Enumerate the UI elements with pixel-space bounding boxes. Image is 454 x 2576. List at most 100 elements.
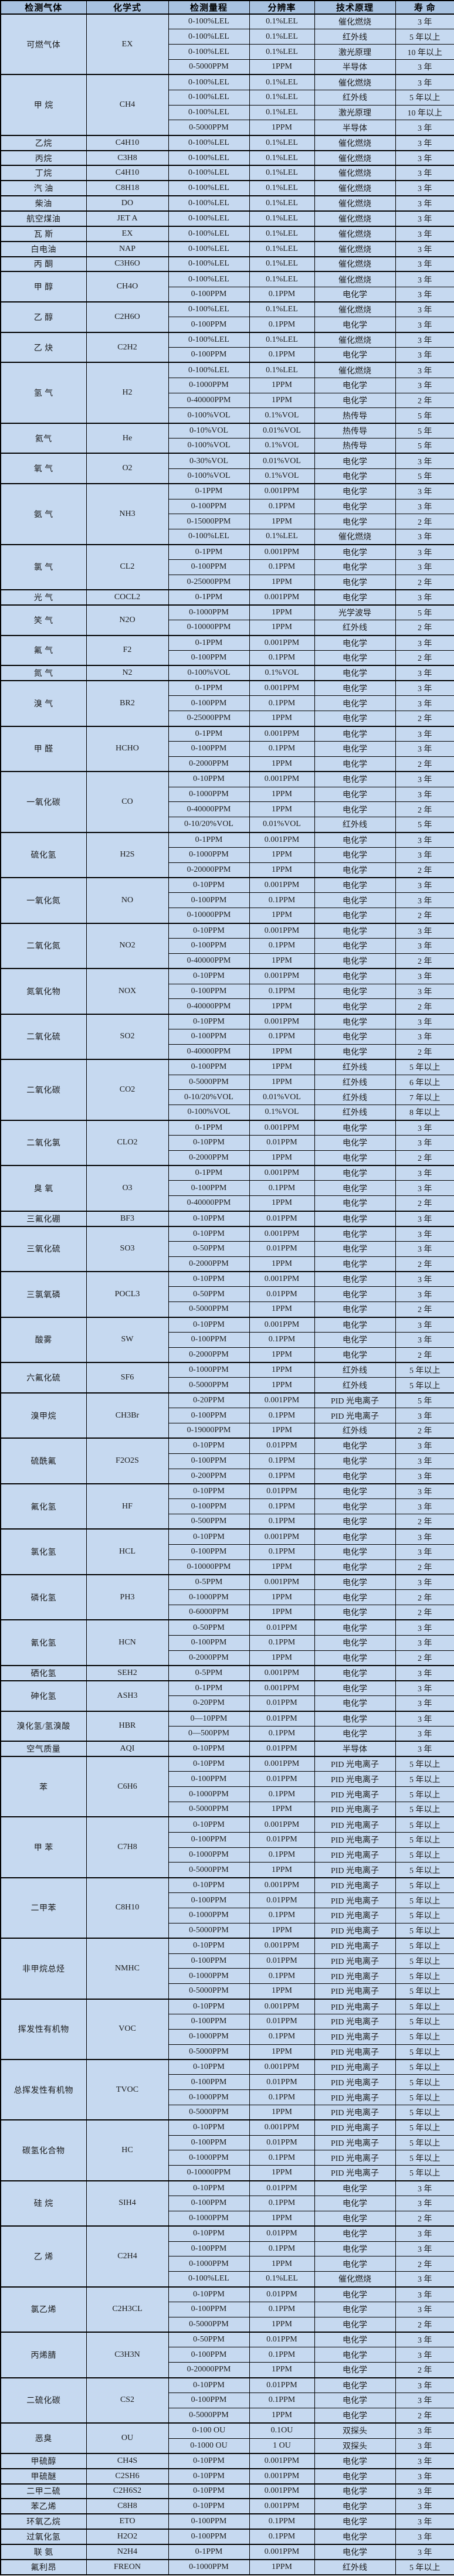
principle-cell: 催化燃烧 <box>314 362 396 378</box>
table-row: 0-5000PPM 1PPM PID 光电离子 5 年以上 <box>1 1983 454 2000</box>
formula-cell: CH3Br <box>86 1392 169 1439</box>
principle-cell: PID 光电离子 <box>314 2150 396 2166</box>
formula-cell: CL2 <box>86 543 169 590</box>
lifespan-cell: 5 年以上 <box>395 2074 454 2091</box>
table-row: 0-100PPM 0.01PPM PID 光电离子 5 年以上 <box>1 1831 454 1848</box>
table-row: 甲硫醇 CH4S 0-10PPM 0.001PPM 电化学 3 年 <box>0 2452 454 2469</box>
table-row: 0-2000PPM 1PPM 电化学 2 年 <box>1 1256 454 1272</box>
principle-cell: PID 光电离子 <box>314 2013 396 2030</box>
range-cell: 0-30%VOL <box>168 453 250 469</box>
lifespan-cell: 3 年 <box>395 665 454 681</box>
range-cell: 0-15000PPM <box>168 514 250 530</box>
table-row: 0-5000PPM 1PPM 电化学 2 年 <box>1 2407 454 2424</box>
lifespan-cell: 3 年 <box>395 2301 454 2317</box>
gas-name-cell: 二氧化碳 <box>0 1059 87 1121</box>
range-cell: 0-5000PPM <box>168 2407 250 2424</box>
principle-cell: PID 光电离子 <box>314 2074 396 2091</box>
range-cell: 0-1000PPM <box>168 1589 250 1606</box>
lifespan-cell: 5 年以上 <box>395 2044 454 2060</box>
lifespan-cell: 3 年 <box>395 1225 454 1242</box>
range-cell: 0-10PPM <box>168 2483 250 2499</box>
resolution-cell: 1PPM <box>249 1605 315 1620</box>
table-row: 0-5000PPM 1PPM PID 光电离子 5 年以上 <box>1 2104 454 2120</box>
lifespan-cell: 6 年以上 <box>395 1074 454 1090</box>
range-cell: 0-100%VOL <box>168 1105 250 1121</box>
lifespan-cell: 3 年 <box>395 680 454 696</box>
principle-cell: 电化学 <box>314 937 396 954</box>
table-row: 二甲二硫 C2H6S2 0-10PPM 0.001PPM 电化学 3 年 <box>0 2483 454 2499</box>
principle-cell: 电化学 <box>314 2468 396 2485</box>
range-cell: 0-100PPM <box>168 2529 250 2545</box>
table-row: 苯乙烯 C8H8 0-10PPM 0.001PPM 电化学 3 年 <box>0 2498 454 2514</box>
principle-cell: 电化学 <box>314 2452 396 2469</box>
resolution-cell: 1PPM <box>249 574 315 590</box>
range-cell: 0-1PPM <box>168 725 250 742</box>
range-cell: 0-1000PPM <box>168 847 250 863</box>
table-row: 溴甲烷 CH3Br 0-20PPM 0.001PPM PID 光电离子 5 年 <box>0 1392 454 1439</box>
principle-cell: PID 光电离子 <box>314 1802 396 1817</box>
table-row: 0-25000PPM 1PPM 电化学 2 年 <box>1 574 454 590</box>
resolution-cell: 1PPM <box>249 1983 315 2000</box>
resolution-cell: 0.01PPM <box>249 2180 315 2196</box>
principle-cell: 电化学 <box>314 2241 396 2257</box>
range-cell: 0-10PPM <box>168 1998 250 2014</box>
range-cell: 0-5000PPM <box>168 59 250 75</box>
table-row: 0-15000PPM 1PPM 电化学 2 年 <box>1 514 454 530</box>
table-row: 三氧化硫 SO3 0-10PPM 0.001PPM 电化学 3 年 <box>0 1225 454 1272</box>
principle-cell: 电化学 <box>314 1180 396 1197</box>
resolution-cell: 0.1PPM <box>249 286 315 303</box>
lifespan-cell: 3 年 <box>395 847 454 863</box>
resolution-cell: 1PPM <box>249 2316 315 2333</box>
principle-cell: PID 光电离子 <box>314 1922 396 1939</box>
range-cell: 0-100PPM <box>168 317 250 333</box>
principle-cell: PID 光电离子 <box>314 2058 396 2075</box>
principle-cell: PID 光电离子 <box>314 2028 396 2045</box>
table-row: 氮氧化物 NOX 0-10PPM 0.001PPM 电化学 3 年 <box>0 968 454 1015</box>
range-cell: 0-40000PPM <box>168 801 250 818</box>
range-cell: 0—500PPM <box>168 1725 250 1742</box>
principle-cell: 电化学 <box>314 1453 396 1469</box>
resolution-cell: 1PPM <box>249 514 315 530</box>
range-cell: 0-100PPM <box>168 559 250 575</box>
range-cell: 0-100%LEL <box>168 29 250 45</box>
principle-cell: 半导体 <box>314 59 396 75</box>
lifespan-cell: 3 年 <box>395 134 454 151</box>
table-row: 0-5000PPM 1PPM PID 光电离子 5 年以上 <box>1 2044 454 2060</box>
lifespan-cell: 5 年以上 <box>395 1771 454 1787</box>
formula-cell: SO3 <box>86 1225 169 1272</box>
range-cell: 0-100PPM <box>168 347 250 363</box>
table-row: 0-25000PPM 1PPM 电化学 2 年 <box>1 711 454 727</box>
principle-cell: 电化学 <box>314 1286 396 1303</box>
table-row: 0-1000PPM 0.1PPM PID 光电离子 5 年以上 <box>1 1968 454 1984</box>
lifespan-cell: 3 年 <box>395 543 454 560</box>
principle-cell: 电化学 <box>314 1528 396 1545</box>
table-row: 甲 醛 HCHO 0-1PPM 0.001PPM 电化学 3 年 <box>0 725 454 772</box>
principle-cell: 激光原理 <box>314 44 396 60</box>
table-row: 0-100PPM 0.01PPM PID 光电离子 5 年以上 <box>1 2074 454 2091</box>
lifespan-cell: 5 年以上 <box>395 2150 454 2166</box>
formula-cell: CH4O <box>86 271 169 303</box>
column-header-principle: 技术原理 <box>314 0 396 15</box>
range-cell: 0-2000PPM <box>168 1256 250 1272</box>
table-row: 航空煤油 JET A 0-100%LEL 0.1%LEL 催化燃烧 3 年 <box>0 210 454 227</box>
range-cell: 0-10PPM <box>168 922 250 939</box>
formula-cell: C8H18 <box>86 180 169 196</box>
resolution-cell: 0.1%LEL <box>249 180 315 196</box>
lifespan-cell: 3 年 <box>395 1634 454 1651</box>
range-cell: 0-25000PPM <box>168 574 250 590</box>
principle-cell: PID 光电离子 <box>314 1998 396 2014</box>
resolution-cell: 0.001PPM <box>249 1816 315 1833</box>
principle-cell: 电化学 <box>314 2332 396 2348</box>
principle-cell: 电化学 <box>314 2210 396 2227</box>
gas-name-cell: 氢 气 <box>0 362 87 424</box>
lifespan-cell: 3 年 <box>395 498 454 515</box>
principle-cell: 电化学 <box>314 468 396 484</box>
principle-cell: 电化学 <box>314 1195 396 1212</box>
principle-cell: 电化学 <box>314 1574 396 1591</box>
gas-name-cell: 氮氧化物 <box>0 968 87 1015</box>
lifespan-cell: 5 年 <box>395 468 454 484</box>
lifespan-cell: 5 年以上 <box>395 2058 454 2075</box>
resolution-cell: 0.001PPM <box>249 1528 315 1545</box>
range-cell: 0-100PPM <box>168 2392 250 2408</box>
gas-name-cell: 柴油 <box>0 195 87 212</box>
